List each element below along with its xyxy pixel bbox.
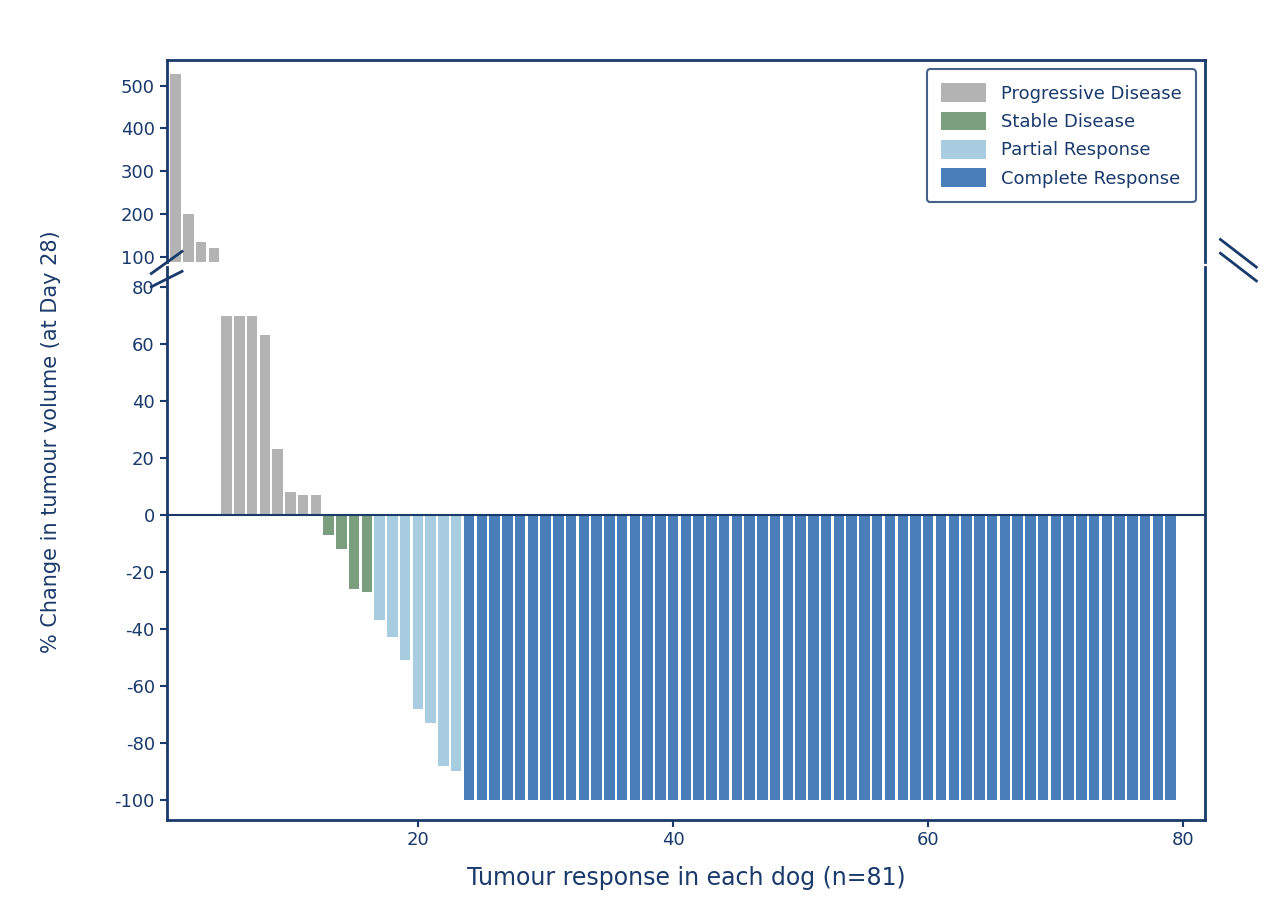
Bar — [783, 515, 794, 799]
Bar — [897, 515, 908, 799]
Bar — [859, 515, 869, 799]
Bar — [323, 515, 333, 535]
Bar — [758, 515, 768, 799]
Bar — [310, 495, 322, 515]
Bar — [400, 515, 410, 660]
Bar — [503, 515, 513, 799]
Bar — [987, 515, 997, 799]
Bar — [578, 515, 588, 799]
Bar — [374, 515, 385, 621]
Bar — [962, 515, 972, 799]
Bar — [694, 515, 704, 799]
Bar — [833, 515, 844, 799]
Bar — [1000, 515, 1010, 799]
Bar — [808, 515, 819, 799]
Bar — [642, 515, 653, 799]
Bar — [795, 515, 806, 799]
Bar — [604, 515, 614, 799]
Bar — [528, 515, 538, 799]
Bar — [565, 515, 577, 799]
Bar — [451, 515, 462, 771]
Bar — [591, 515, 601, 799]
Bar — [260, 335, 271, 515]
Text: % Change in tumour volume (at Day 28): % Change in tumour volume (at Day 28) — [41, 231, 62, 653]
Bar — [1038, 515, 1049, 799]
Bar — [426, 515, 436, 723]
Bar — [285, 492, 296, 515]
Bar — [387, 515, 397, 637]
Legend: Progressive Disease, Stable Disease, Partial Response, Complete Response: Progressive Disease, Stable Disease, Par… — [927, 69, 1196, 203]
Bar — [629, 515, 640, 799]
Bar — [477, 515, 487, 799]
Bar — [171, 74, 181, 299]
Bar — [745, 515, 755, 799]
Bar — [349, 515, 359, 589]
Bar — [1063, 515, 1074, 799]
Bar — [222, 316, 232, 515]
X-axis label: Tumour response in each dog (n=81): Tumour response in each dog (n=81) — [467, 866, 905, 891]
Bar — [936, 515, 946, 799]
Bar — [923, 515, 933, 799]
Bar — [209, 249, 219, 299]
Bar — [515, 515, 526, 799]
Bar — [196, 242, 206, 299]
Bar — [1013, 515, 1023, 799]
Bar — [1127, 515, 1137, 799]
Bar — [490, 515, 500, 799]
Bar — [1050, 515, 1061, 799]
Bar — [1153, 515, 1163, 799]
Bar — [949, 515, 959, 799]
Bar — [1140, 515, 1150, 799]
Bar — [706, 515, 717, 799]
Bar — [235, 316, 245, 515]
Bar — [1088, 515, 1100, 799]
Bar — [1101, 515, 1111, 799]
Bar — [1026, 515, 1036, 799]
Bar — [247, 316, 258, 515]
Bar — [464, 515, 474, 799]
Bar — [413, 515, 423, 708]
Bar — [974, 515, 985, 799]
Bar — [1076, 515, 1087, 799]
Bar — [681, 515, 691, 799]
Bar — [846, 515, 856, 799]
Bar — [1165, 515, 1176, 799]
Bar — [655, 515, 665, 799]
Bar — [297, 495, 309, 515]
Bar — [885, 515, 895, 799]
Bar — [820, 515, 832, 799]
Bar — [732, 515, 742, 799]
Bar — [272, 449, 283, 515]
Bar — [362, 515, 372, 592]
Bar — [719, 515, 729, 799]
Bar — [668, 515, 678, 799]
Bar — [183, 214, 194, 299]
Bar — [336, 515, 346, 549]
Bar — [770, 515, 781, 799]
Bar — [872, 515, 882, 799]
Bar — [617, 515, 627, 799]
Bar — [553, 515, 564, 799]
Bar — [910, 515, 920, 799]
Bar — [1114, 515, 1124, 799]
Bar — [540, 515, 551, 799]
Bar — [438, 515, 449, 765]
